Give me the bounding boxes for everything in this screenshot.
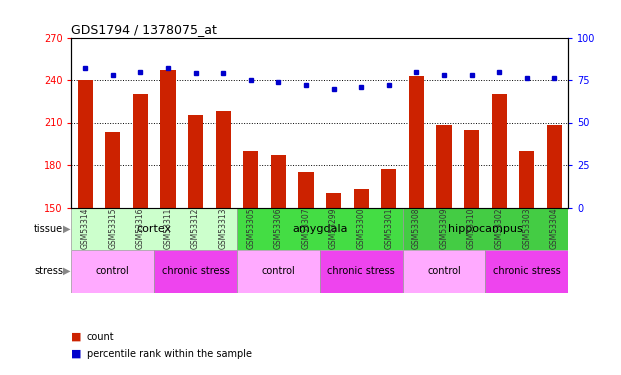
Text: GSM53309: GSM53309 — [440, 207, 448, 249]
FancyBboxPatch shape — [237, 250, 320, 292]
Text: GSM53316: GSM53316 — [136, 207, 145, 249]
Text: GSM53315: GSM53315 — [108, 207, 117, 249]
Text: stress: stress — [34, 266, 63, 276]
Text: chronic stress: chronic stress — [493, 266, 561, 276]
FancyBboxPatch shape — [320, 250, 402, 292]
Bar — [464, 130, 479, 207]
Text: tissue: tissue — [34, 224, 63, 234]
Text: control: control — [96, 266, 130, 276]
Text: GSM53314: GSM53314 — [81, 207, 89, 249]
Text: GSM53311: GSM53311 — [163, 207, 173, 249]
Bar — [326, 194, 341, 207]
Bar — [547, 125, 562, 207]
Bar — [353, 189, 369, 207]
Bar — [215, 111, 231, 207]
Bar — [188, 116, 203, 207]
Text: GSM53302: GSM53302 — [495, 207, 504, 249]
Bar — [78, 80, 93, 207]
Text: control: control — [427, 266, 461, 276]
FancyBboxPatch shape — [154, 250, 237, 292]
Bar — [160, 70, 176, 207]
Text: ▶: ▶ — [63, 224, 70, 234]
Bar — [105, 132, 120, 207]
Text: count: count — [87, 332, 114, 342]
Text: GSM53313: GSM53313 — [219, 207, 228, 249]
Text: GSM53306: GSM53306 — [274, 207, 283, 249]
Text: ■: ■ — [71, 349, 82, 359]
Bar — [133, 94, 148, 207]
Bar — [519, 151, 535, 207]
Text: GSM53304: GSM53304 — [550, 207, 559, 249]
Bar — [492, 94, 507, 207]
Text: GDS1794 / 1378075_at: GDS1794 / 1378075_at — [71, 23, 217, 36]
Text: chronic stress: chronic stress — [161, 266, 230, 276]
Text: cortex: cortex — [137, 224, 172, 234]
Text: GSM53303: GSM53303 — [522, 207, 532, 249]
Text: GSM53312: GSM53312 — [191, 207, 200, 249]
Bar — [381, 169, 396, 207]
Bar — [409, 76, 424, 207]
Bar — [437, 125, 451, 207]
Bar — [243, 151, 258, 207]
Text: amygdala: amygdala — [292, 224, 348, 234]
Text: ▶: ▶ — [63, 266, 70, 276]
Text: control: control — [261, 266, 296, 276]
Text: GSM53308: GSM53308 — [412, 207, 421, 249]
Bar — [299, 172, 314, 207]
Text: GSM53310: GSM53310 — [467, 207, 476, 249]
FancyBboxPatch shape — [71, 250, 154, 292]
Text: GSM53300: GSM53300 — [356, 207, 366, 249]
FancyBboxPatch shape — [486, 250, 568, 292]
Text: hippocampus: hippocampus — [448, 224, 523, 234]
Text: chronic stress: chronic stress — [327, 266, 395, 276]
FancyBboxPatch shape — [71, 207, 237, 250]
FancyBboxPatch shape — [402, 250, 486, 292]
Text: percentile rank within the sample: percentile rank within the sample — [87, 349, 252, 359]
Text: ■: ■ — [71, 332, 82, 342]
Text: GSM53307: GSM53307 — [302, 207, 310, 249]
Text: GSM53301: GSM53301 — [384, 207, 393, 249]
FancyBboxPatch shape — [237, 207, 402, 250]
Bar — [271, 155, 286, 207]
Text: GSM53299: GSM53299 — [329, 207, 338, 249]
Text: GSM53305: GSM53305 — [247, 207, 255, 249]
FancyBboxPatch shape — [402, 207, 568, 250]
